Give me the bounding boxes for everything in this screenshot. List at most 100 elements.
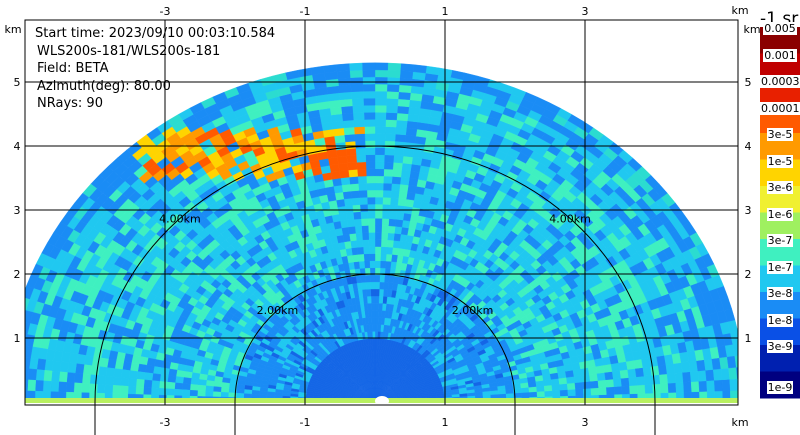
rhi-cell — [220, 387, 230, 393]
rhi-cell — [343, 126, 355, 136]
rhi-cell — [365, 147, 376, 156]
rhi-cell — [365, 161, 376, 170]
rhi-cell — [377, 324, 382, 332]
rhi-cell — [380, 246, 388, 255]
rhi-cell — [82, 364, 93, 375]
rhi-cell — [390, 190, 400, 199]
rhi-cell — [382, 296, 388, 304]
rhi-cell — [360, 218, 369, 226]
rhi-cell — [338, 84, 352, 93]
rhi-cell — [166, 381, 176, 390]
rhi-cell — [204, 390, 214, 398]
rhi-cell — [374, 288, 380, 297]
rhi-cell — [713, 368, 723, 381]
rhi-cell — [657, 364, 668, 375]
rhi-cell — [551, 384, 561, 391]
rhi-cell — [374, 225, 382, 233]
x-tick-label-bottom: -1 — [300, 416, 311, 429]
rhi-cell — [341, 112, 354, 122]
azimuth-label: Azimuth(deg): 80.00 — [37, 78, 171, 94]
rhi-cell — [348, 176, 359, 185]
rhi-cell — [374, 345, 378, 353]
rhi-cell — [128, 378, 137, 387]
rhi-cell — [258, 394, 268, 399]
rhi-cell — [351, 197, 361, 206]
rhi-cell — [370, 295, 376, 304]
rhi-cell — [385, 260, 392, 269]
rhi-cell — [382, 204, 391, 212]
rhi-cell — [362, 76, 376, 85]
rhi-cell — [374, 338, 378, 346]
rhi-cell — [74, 372, 84, 384]
rhi-cell — [158, 381, 168, 389]
rhi-cell — [342, 119, 355, 129]
rhi-cell — [386, 83, 400, 93]
rhi-cell — [137, 363, 147, 373]
rhi-cell — [381, 225, 389, 234]
rhi-cell — [368, 225, 376, 233]
rhi-cell — [358, 260, 365, 269]
rhi-cell — [152, 366, 163, 375]
rhi-cell — [374, 161, 385, 170]
rhi-cell — [235, 388, 245, 394]
rhi-cell — [336, 70, 351, 79]
x-tick-label-bottom: 1 — [442, 416, 449, 429]
rhi-cell — [354, 133, 366, 142]
rhi-cell — [382, 196, 391, 205]
rhi-cell — [12, 320, 22, 333]
rhi-cell — [573, 375, 583, 384]
rhi-cell — [359, 196, 368, 205]
rhi-cell — [365, 274, 371, 283]
rhi-cell — [189, 389, 198, 397]
rhi-cell — [362, 69, 376, 78]
rhi-cell — [349, 69, 363, 78]
rhi-cell — [67, 362, 77, 374]
rhi-cell — [394, 133, 406, 143]
rhi-cell — [575, 388, 584, 396]
rhi-cell — [386, 239, 394, 248]
rhi-cell — [81, 373, 91, 384]
rhi-cell — [386, 246, 393, 255]
rhi-cell — [566, 382, 576, 390]
rhi-cell — [369, 260, 376, 269]
rhi-cell — [362, 83, 376, 92]
rhi-cell — [613, 378, 622, 387]
rhi-cell — [394, 226, 403, 235]
colorbar-label: 1e-8 — [766, 313, 794, 327]
rhi-cell — [374, 239, 382, 247]
rhi-cell — [690, 381, 700, 393]
rhi-cell — [343, 197, 353, 207]
rhi-cell — [374, 104, 387, 113]
x-unit-label-bottom: km — [731, 416, 748, 429]
rhi-cell — [104, 384, 114, 394]
rhi-cell — [383, 281, 389, 290]
rhi-cell — [604, 371, 614, 381]
rhi-cell — [12, 390, 20, 402]
x-tick-label-top: 3 — [582, 5, 589, 18]
rhi-cell — [386, 91, 399, 100]
rhi-cell — [345, 212, 355, 221]
rhi-cell — [212, 386, 222, 393]
colorbar-label: 3e-9 — [766, 340, 794, 353]
rhi-cell — [393, 148, 405, 157]
rhi-cell — [425, 65, 440, 76]
rhi-cell — [651, 374, 661, 385]
rhi-cell — [603, 363, 613, 373]
rhi-cell — [406, 120, 419, 130]
rhi-cell — [191, 372, 201, 380]
rhi-cell — [362, 90, 376, 99]
rhi-cell — [408, 177, 419, 187]
rhi-cell — [401, 219, 411, 229]
rhi-cell — [387, 69, 401, 78]
rhi-cell — [378, 295, 384, 304]
rhi-cell — [386, 76, 401, 85]
rhi-cell — [380, 253, 387, 262]
y-tick-label-left: 2 — [14, 268, 21, 281]
rhi-cell — [356, 239, 364, 248]
colorbar-label: 0.0001 — [760, 101, 800, 115]
rhi-cell — [374, 210, 383, 219]
rhi-cell — [652, 383, 662, 394]
rhi-cell — [385, 112, 398, 121]
rhi-cell — [336, 148, 347, 158]
scan-info-block: Start time: 2023/09/10 00:03:10.584 WLS2… — [35, 25, 275, 113]
